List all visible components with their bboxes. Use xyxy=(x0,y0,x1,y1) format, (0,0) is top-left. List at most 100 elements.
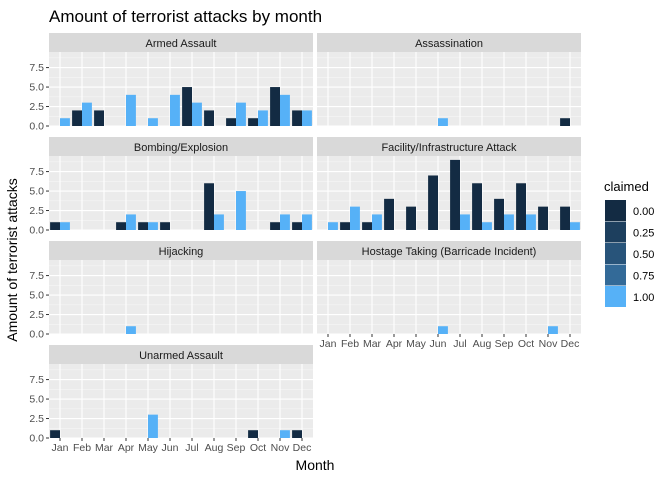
bar-dec-unclaimed xyxy=(292,430,302,438)
legend-swatch xyxy=(605,243,626,264)
legend-title: claimed xyxy=(604,179,649,194)
facet-label: Hostage Taking (Barricade Incident) xyxy=(362,246,537,258)
bar-dec-unclaimed xyxy=(292,222,302,230)
x-tick-label: Mar xyxy=(95,442,114,454)
bar-may-claimed xyxy=(148,222,158,230)
panel-assassination: Assassination xyxy=(317,33,581,127)
bar-oct-unclaimed xyxy=(516,183,526,230)
x-tick-label: Aug xyxy=(473,338,492,350)
legend: claimed 0.00 0.25 0.50 0.75 1.00 xyxy=(604,179,654,307)
plot-background xyxy=(49,364,313,438)
bar-jun-claimed xyxy=(438,326,448,334)
facet-label: Armed Assault xyxy=(146,38,217,50)
x-tick-label: Apr xyxy=(118,442,135,454)
bar-jun-unclaimed xyxy=(160,222,170,230)
y-tick-label: 0.0 xyxy=(29,433,44,445)
x-tick-label: Sep xyxy=(227,442,246,454)
bar-jan-unclaimed xyxy=(50,222,60,230)
x-tick-label: Feb xyxy=(73,442,91,454)
facet-strip xyxy=(317,33,581,52)
x-tick-label: Jan xyxy=(52,442,69,454)
plot-background xyxy=(49,260,313,334)
x-tick-label: Oct xyxy=(518,338,534,350)
bar-feb-claimed xyxy=(350,206,360,230)
x-tick-label: Jun xyxy=(162,442,179,454)
y-tick-label: 7.5 xyxy=(29,374,44,386)
plot-background xyxy=(317,52,581,126)
y-tick-label: 0.0 xyxy=(29,329,44,341)
legend-swatch xyxy=(605,286,626,307)
bar-feb-unclaimed xyxy=(72,110,82,126)
plot-background xyxy=(317,260,581,334)
legend-label: 0.75 xyxy=(633,271,654,283)
bar-may-unclaimed xyxy=(406,206,416,230)
facet-strip xyxy=(317,241,581,260)
bar-jun-claimed xyxy=(438,118,448,126)
y-tick-label: 7.5 xyxy=(29,166,44,178)
bar-oct-unclaimed xyxy=(248,118,258,126)
bar-feb-unclaimed xyxy=(340,222,350,230)
y-tick-label: 5.0 xyxy=(29,394,44,406)
y-tick-label: 7.5 xyxy=(29,270,44,282)
bar-aug-claimed xyxy=(214,214,224,230)
bar-oct-claimed xyxy=(526,214,536,230)
panel-hijacking: Hijacking 0.0 2.5 5.0 7.5 xyxy=(29,241,313,341)
y-tick-label: 2.5 xyxy=(29,309,44,321)
legend-swatch xyxy=(605,200,626,221)
bar-aug-claimed xyxy=(482,222,492,230)
legend-swatch xyxy=(605,264,626,286)
bar-nov-claimed xyxy=(280,430,290,438)
bar-may-claimed xyxy=(148,118,158,126)
x-tick-label: Aug xyxy=(205,442,224,454)
bar-jan-claimed xyxy=(328,222,338,230)
facet-label: Assassination xyxy=(415,38,483,50)
bar-dec-unclaimed xyxy=(560,206,570,230)
bar-apr-claimed xyxy=(126,94,136,126)
bar-sep-unclaimed xyxy=(494,198,504,230)
y-tick-label: 7.5 xyxy=(29,62,44,74)
x-tick-label: Oct xyxy=(250,442,266,454)
bar-jul-unclaimed xyxy=(450,159,460,230)
y-tick-label: 0.0 xyxy=(29,225,44,237)
y-tick-label: 5.0 xyxy=(29,290,44,302)
legend-swatch xyxy=(605,221,626,243)
x-tick-label: Sep xyxy=(495,338,514,350)
x-tick-label: Apr xyxy=(386,338,403,350)
y-tick-label: 5.0 xyxy=(29,186,44,198)
bar-mar-unclaimed xyxy=(362,222,372,230)
facet-strip xyxy=(49,33,313,52)
x-tick-label: Dec xyxy=(293,442,312,454)
legend-label: 1.00 xyxy=(633,292,654,304)
facet-label: Bombing/Explosion xyxy=(134,142,228,154)
legend-label: 0.50 xyxy=(633,249,654,261)
y-tick-label: 2.5 xyxy=(29,101,44,113)
bar-may-claimed xyxy=(148,414,158,438)
bar-dec-unclaimed xyxy=(560,118,570,126)
bar-mar-claimed xyxy=(372,214,382,230)
x-tick-label: Jun xyxy=(430,338,447,350)
x-tick-label: Jul xyxy=(453,338,466,350)
y-tick-label: 2.5 xyxy=(29,413,44,425)
bar-nov-unclaimed xyxy=(538,206,548,230)
y-axis-label: Amount of terrorist attacks xyxy=(4,178,20,341)
bar-sep-unclaimed xyxy=(226,118,236,126)
y-tick-label: 5.0 xyxy=(29,82,44,94)
panel-armed-assault: Armed Assault 0.0 2.5 5.0 7.5 xyxy=(29,33,313,133)
y-tick-label: 0.0 xyxy=(29,121,44,133)
x-tick-label: Feb xyxy=(341,338,359,350)
x-tick-label: Nov xyxy=(271,442,290,454)
bar-nov-unclaimed xyxy=(270,222,280,230)
x-tick-label: Jul xyxy=(185,442,198,454)
plot-background xyxy=(49,156,313,230)
bar-may-unclaimed xyxy=(138,222,148,230)
bar-sep-claimed xyxy=(504,214,514,230)
bar-sep-claimed xyxy=(236,191,246,230)
bar-apr-claimed xyxy=(126,326,136,334)
bar-oct-claimed xyxy=(258,110,268,126)
bar-jun-claimed xyxy=(170,94,180,126)
bar-jul-unclaimed xyxy=(182,87,192,126)
chart-title: Amount of terrorist attacks by month xyxy=(49,7,322,26)
bar-sep-claimed xyxy=(236,102,246,126)
x-tick-label: May xyxy=(138,442,159,454)
